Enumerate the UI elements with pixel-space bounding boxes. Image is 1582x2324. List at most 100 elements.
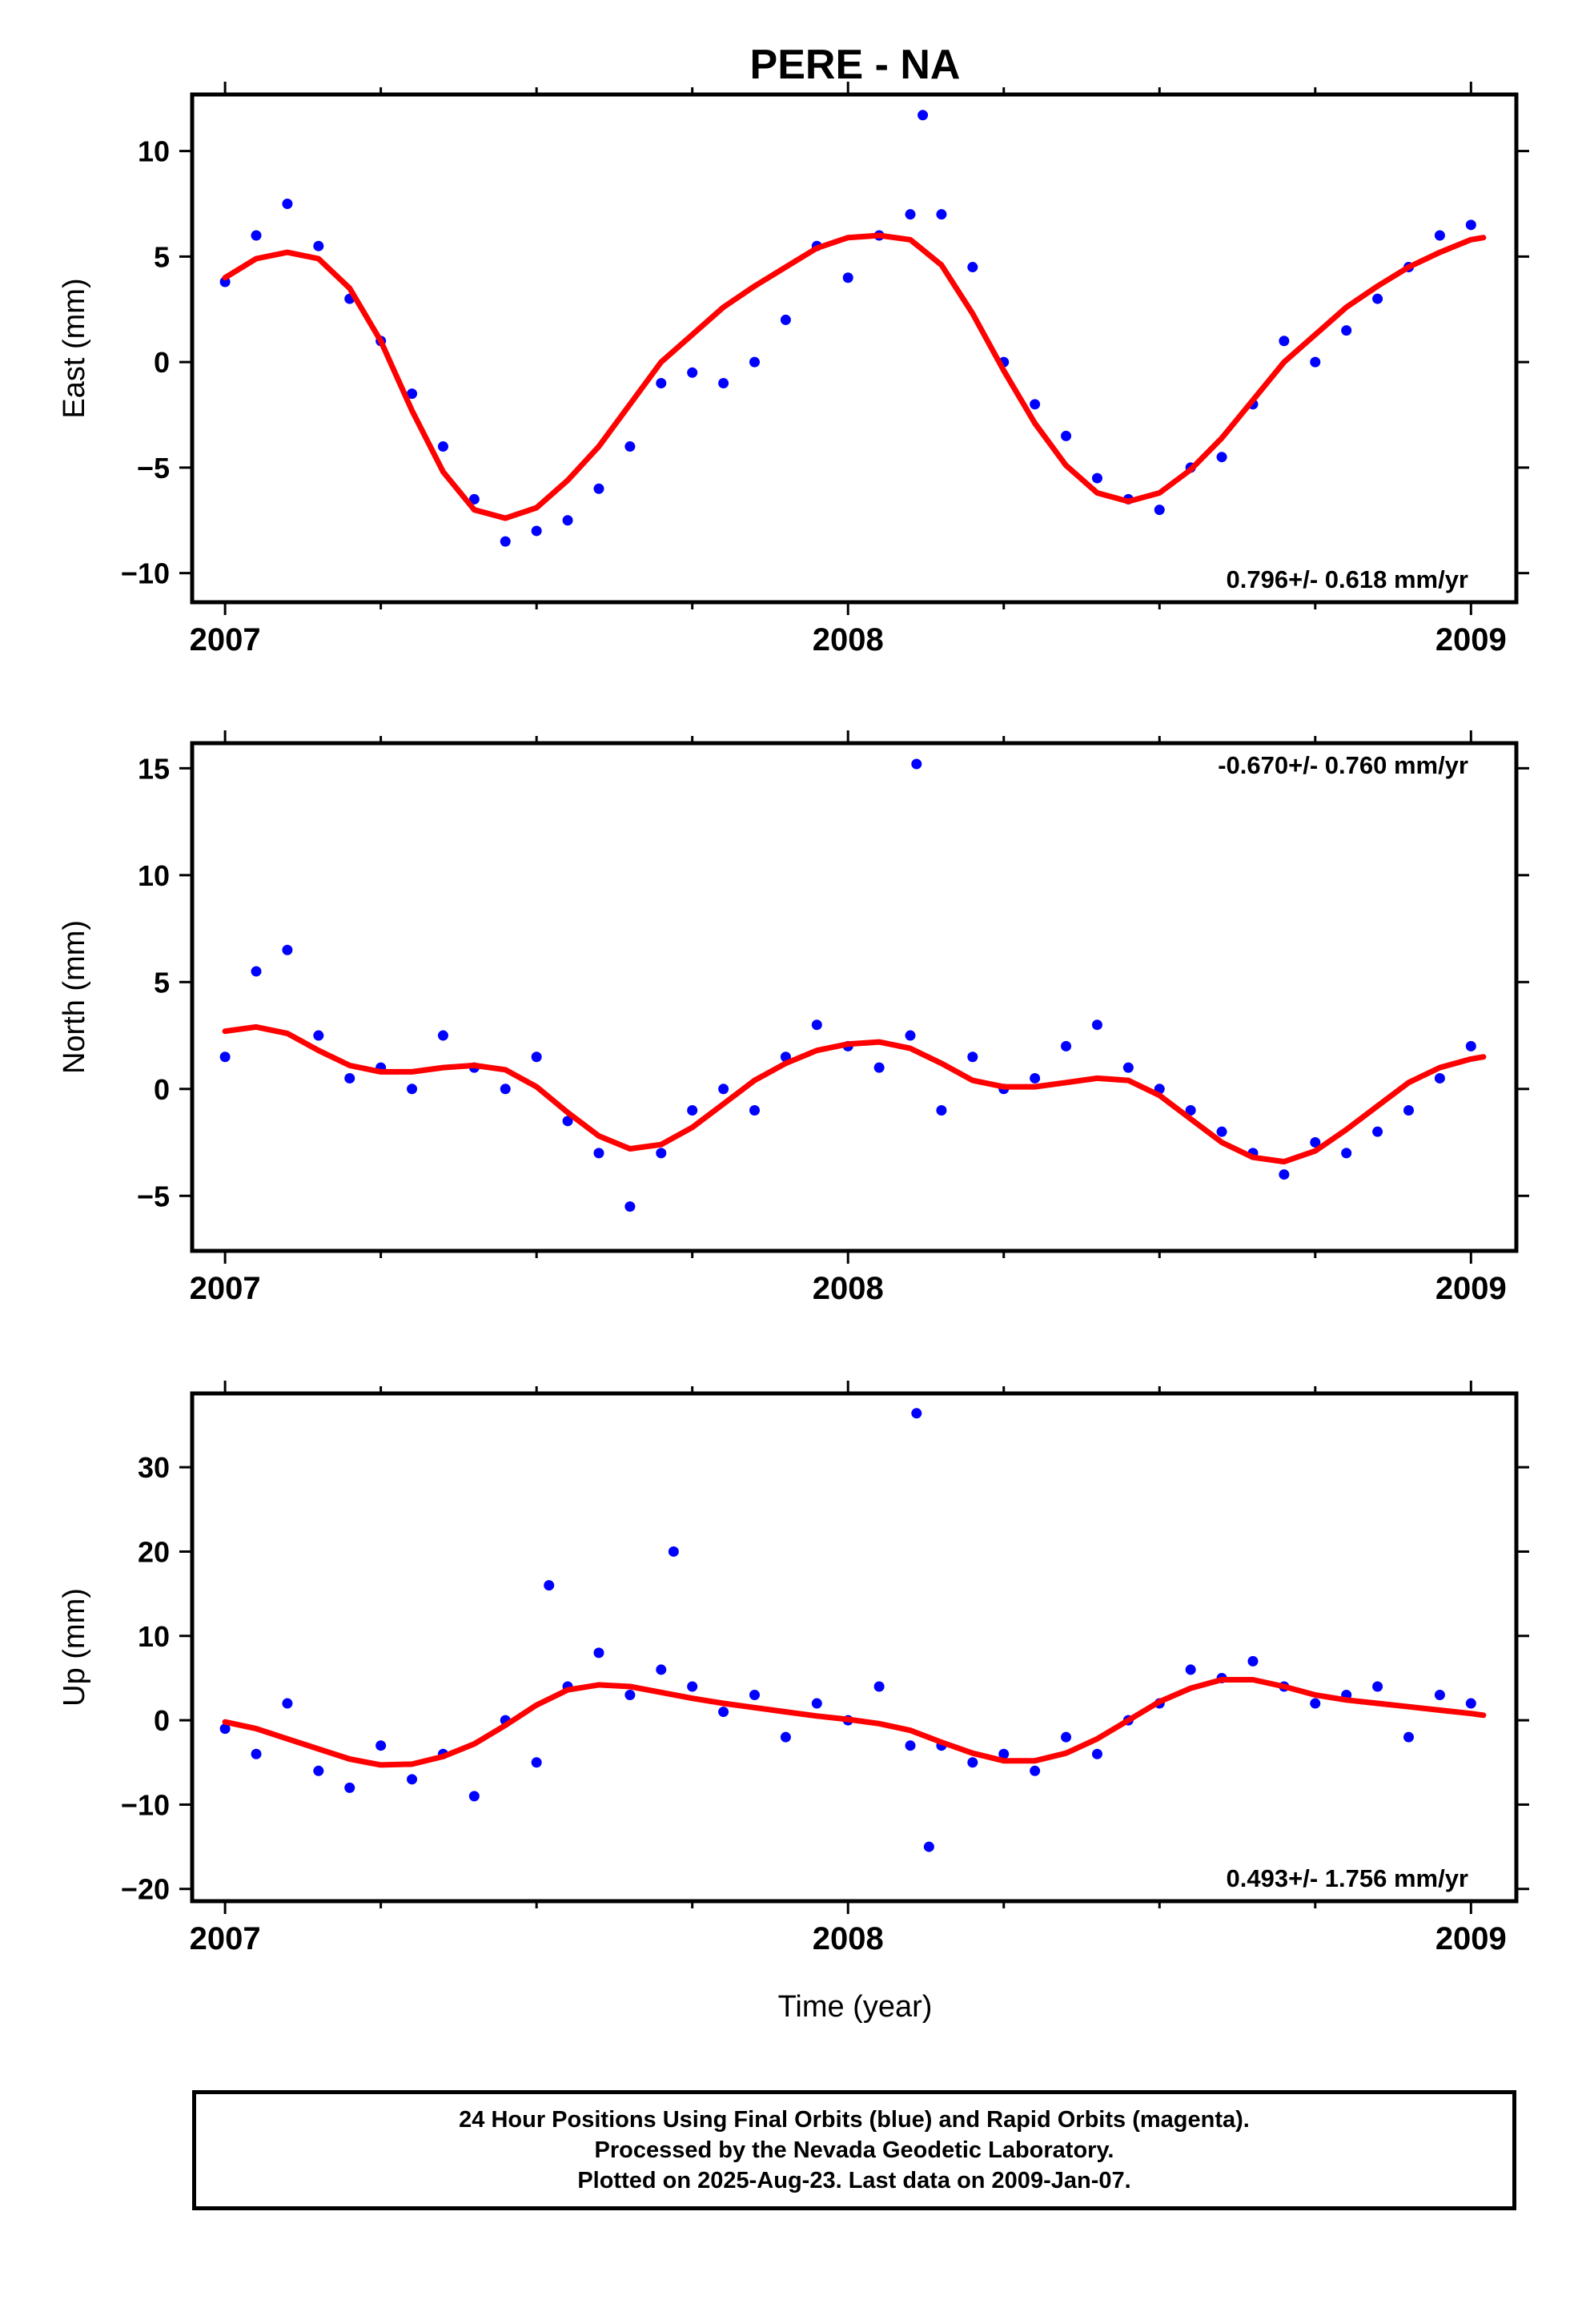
y-tick-label: −10	[121, 557, 170, 590]
data-point	[936, 1104, 947, 1116]
x-tick-label: 2007	[190, 622, 261, 657]
x-tick-label: 2009	[1435, 622, 1507, 657]
data-point	[780, 1731, 791, 1743]
data-point	[531, 1051, 542, 1063]
data-point	[1434, 230, 1445, 241]
data-point	[1091, 1748, 1102, 1759]
data-point	[905, 1740, 916, 1751]
y-tick-label: 5	[154, 966, 170, 999]
data-point	[687, 1681, 698, 1692]
data-point	[1247, 1655, 1259, 1667]
data-point	[593, 1647, 604, 1659]
data-point	[936, 209, 947, 220]
data-point	[437, 1030, 448, 1041]
data-point	[531, 1757, 542, 1768]
x-tick-label: 2007	[190, 1921, 261, 1956]
data-point	[375, 1740, 387, 1751]
data-point	[749, 356, 761, 368]
y-tick-label: −5	[137, 1180, 170, 1212]
data-point	[562, 515, 573, 526]
data-point	[780, 314, 791, 325]
data-point	[811, 1019, 822, 1031]
y-axis-label: East (mm)	[58, 278, 91, 418]
data-point	[687, 367, 698, 378]
data-point	[656, 1148, 667, 1159]
y-tick-label: 0	[154, 1704, 170, 1737]
data-point	[1341, 325, 1352, 336]
data-point	[718, 1084, 729, 1095]
data-point	[718, 377, 729, 388]
data-point	[998, 1748, 1010, 1759]
data-point	[313, 240, 324, 251]
x-tick-label: 2008	[813, 622, 884, 657]
footer-box: 24 Hour Positions Using Final Orbits (bl…	[192, 2090, 1516, 2210]
data-point	[967, 1051, 978, 1063]
data-point	[1465, 1698, 1476, 1709]
data-point	[1372, 293, 1383, 304]
y-tick-label: −10	[121, 1788, 170, 1821]
data-point	[544, 1580, 555, 1591]
data-point	[1403, 1104, 1415, 1116]
rate-label: 0.493+/- 1.756 mm/yr	[1227, 1864, 1468, 1892]
data-point	[1279, 1169, 1290, 1180]
y-tick-label: 10	[138, 1620, 170, 1653]
chart-title: PERE - NA	[750, 42, 961, 88]
data-point	[1372, 1681, 1383, 1692]
footer-line-2: Processed by the Nevada Geodetic Laborat…	[594, 2137, 1114, 2163]
data-point	[282, 944, 293, 955]
data-point	[718, 1707, 729, 1718]
data-point	[313, 1030, 324, 1041]
data-point	[656, 1664, 667, 1675]
y-tick-label: −5	[137, 452, 170, 485]
data-point	[624, 441, 636, 452]
x-tick-label: 2008	[813, 1271, 884, 1306]
y-tick-label: 0	[154, 1073, 170, 1106]
data-point	[624, 1201, 636, 1212]
data-point	[1091, 1019, 1102, 1031]
data-point	[1030, 399, 1041, 410]
data-point	[407, 388, 418, 400]
data-point	[1154, 505, 1165, 516]
data-point	[911, 758, 922, 770]
data-point	[407, 1774, 418, 1785]
data-point	[407, 1084, 418, 1095]
data-point	[668, 1546, 679, 1557]
data-point	[1372, 1126, 1383, 1137]
data-point	[811, 1698, 822, 1709]
data-point	[905, 209, 916, 220]
data-point	[1279, 336, 1290, 347]
x-axis-label: Time (year)	[778, 1990, 933, 2024]
data-point	[1434, 1072, 1445, 1084]
data-point	[656, 377, 667, 388]
data-point	[593, 1148, 604, 1159]
fit-line	[222, 1023, 1487, 1165]
plot-frame	[190, 1391, 1519, 1904]
rate-label: 0.796+/- 0.618 mm/yr	[1227, 565, 1468, 593]
data-point	[624, 1690, 636, 1701]
panels: −10 −5 0 5 10 2007 2008 2009 East (mm) 0.796+/- 0…	[58, 82, 1529, 1956]
fit-line	[222, 1677, 1487, 1768]
data-point	[1434, 1690, 1445, 1701]
y-tick-label: 15	[138, 752, 170, 785]
data-point	[593, 483, 604, 494]
footer-line-1: 24 Hour Positions Using Final Orbits (bl…	[459, 2107, 1250, 2133]
data-point	[1216, 1126, 1227, 1137]
plot-frame	[190, 92, 1519, 605]
data-point	[1061, 1040, 1072, 1051]
data-point	[344, 1782, 355, 1793]
y-tick-label: 10	[138, 859, 170, 892]
data-point	[1122, 1062, 1134, 1073]
data-point	[1310, 1137, 1321, 1148]
data-point	[251, 1748, 262, 1759]
data-point	[282, 198, 293, 209]
data-point	[1030, 1072, 1041, 1084]
data-point	[911, 1408, 922, 1419]
data-point	[873, 1681, 885, 1692]
data-point	[219, 1051, 231, 1063]
rate-label: -0.670+/- 0.760 mm/yr	[1218, 751, 1468, 779]
data-point	[344, 1072, 355, 1084]
data-point	[251, 966, 262, 977]
x-tick-label: 2007	[190, 1271, 261, 1306]
data-point	[1341, 1148, 1352, 1159]
